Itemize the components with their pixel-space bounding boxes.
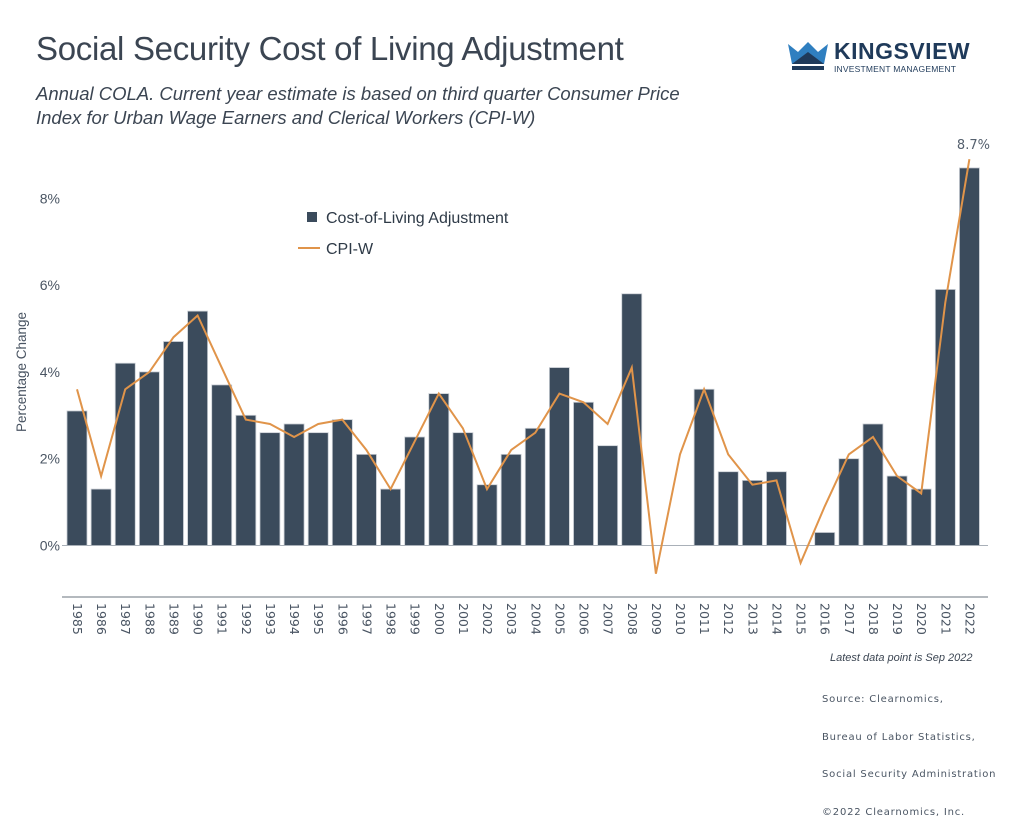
cola-chart: 0%2%4%6%8% Percentage Change 1985 1986 198… <box>14 138 990 635</box>
legend: Cost-of-Living Adjustment CPI-W <box>298 210 509 258</box>
x-tick-label: 2010 <box>673 603 688 635</box>
source-line-4: ©2022 Clearnomics, Inc. <box>822 806 966 818</box>
x-tick-label: 2005 <box>552 603 567 635</box>
x-tick-label: 2019 <box>890 603 905 635</box>
bar-2003 <box>500 453 522 546</box>
cola-bars <box>66 167 980 546</box>
bar-1996 <box>331 419 353 546</box>
chart-title: Social Security Cost of Living Adjustmen… <box>36 30 624 67</box>
y-tick-label: 2% <box>40 451 60 467</box>
x-tick-label: 2007 <box>601 603 616 635</box>
x-tick-label: 2022 <box>962 603 977 635</box>
chart-subtitle: Annual COLA. Current year estimate is ba… <box>36 82 776 130</box>
legend-swatch-cola <box>307 212 317 222</box>
x-tick-label: 1999 <box>408 603 423 635</box>
x-tick-label: 1995 <box>311 603 326 635</box>
x-tick-label: 2009 <box>649 603 664 635</box>
logo-name: KINGSVIEW <box>834 38 971 64</box>
x-tick-label: 2006 <box>577 603 592 635</box>
x-tick-label: 2008 <box>625 603 640 635</box>
x-tick-label: 1992 <box>239 603 254 635</box>
bar-2011 <box>693 388 715 546</box>
cpi-w-line <box>76 159 971 574</box>
subtitle-line-2: Index for Urban Wage Earners and Clerica… <box>36 107 536 128</box>
x-tick-label: 2003 <box>504 603 519 635</box>
bar-1991 <box>211 384 233 546</box>
bar-2013 <box>741 479 763 546</box>
x-tick-label: 2013 <box>745 603 760 635</box>
bar-1993 <box>259 432 281 546</box>
latest-data-note: Latest data point is Sep 2022 <box>830 652 973 664</box>
annotation-latest-value: 8.7% <box>957 138 990 153</box>
x-tick-label: 2002 <box>480 603 495 635</box>
bar-2019 <box>886 475 908 546</box>
x-tick-label: 1987 <box>118 603 133 635</box>
source-line-1: Source: Clearnomics, <box>822 694 944 705</box>
x-tick-label: 1997 <box>359 603 374 635</box>
kingsview-logo: KINGSVIEW INVESTMENT MANAGEMENT <box>788 38 988 78</box>
bar-1985 <box>66 410 88 546</box>
x-tick-label: 1988 <box>142 603 157 635</box>
x-axis: 1985 1986 1987 1988 1989 1990 1991 1992 1993 1994… <box>70 603 977 635</box>
bar-2007 <box>597 445 619 546</box>
x-tick-label: 1994 <box>287 603 302 635</box>
bar-2002 <box>476 484 498 546</box>
x-tick-label: 1985 <box>70 603 85 635</box>
bar-1992 <box>235 414 257 546</box>
x-tick-label: 2011 <box>697 603 712 635</box>
bar-2012 <box>717 471 739 546</box>
x-tick-label: 1989 <box>166 603 181 635</box>
x-tick-label: 2001 <box>456 603 471 635</box>
y-axis-label: Percentage Change <box>14 312 29 432</box>
y-tick-label: 0% <box>40 538 60 554</box>
bar-1986 <box>90 488 112 546</box>
x-tick-label: 2016 <box>818 603 833 635</box>
bar-2016 <box>814 532 836 546</box>
x-tick-label: 2000 <box>432 603 447 635</box>
bar-1990 <box>187 310 209 546</box>
bar-2000 <box>428 393 450 546</box>
bar-2001 <box>452 432 474 546</box>
bar-2020 <box>910 488 932 546</box>
bar-2004 <box>524 427 546 546</box>
x-tick-label: 2012 <box>721 603 736 635</box>
bar-1995 <box>307 432 329 546</box>
x-tick-label: 1986 <box>94 603 109 635</box>
x-tick-label: 2014 <box>769 603 784 635</box>
bar-1988 <box>138 371 160 546</box>
source-line-2: Bureau of Labor Statistics, <box>822 731 976 743</box>
x-tick-label: 2017 <box>842 603 857 635</box>
bar-1998 <box>380 488 401 546</box>
bar-1989 <box>163 341 184 546</box>
crown-icon <box>788 42 828 70</box>
legend-label-cpi: CPI-W <box>326 241 374 258</box>
bar-2021 <box>934 289 956 546</box>
x-tick-label: 1993 <box>263 603 278 635</box>
x-tick-label: 1996 <box>335 603 350 635</box>
x-tick-label: 1998 <box>384 603 399 635</box>
source-line-3: Social Security Administration <box>822 769 997 780</box>
bar-1994 <box>283 423 305 546</box>
logo-tagline: INVESTMENT MANAGEMENT <box>834 64 957 74</box>
x-tick-label: 2020 <box>914 603 929 635</box>
x-tick-label: 1991 <box>215 603 230 635</box>
bar-2022 <box>959 167 980 546</box>
y-tick-label: 6% <box>40 277 60 293</box>
x-tick-label: 1990 <box>191 603 206 635</box>
x-tick-label: 2018 <box>866 603 881 635</box>
x-tick-label: 2021 <box>938 603 953 635</box>
x-tick-label: 2015 <box>794 603 809 635</box>
y-tick-label: 4% <box>40 364 60 380</box>
bar-1997 <box>356 453 377 546</box>
bar-2006 <box>573 401 594 546</box>
legend-label-cola: Cost-of-Living Adjustment <box>326 210 509 227</box>
y-tick-label: 8% <box>40 190 60 206</box>
y-axis: 0% 2% 4% 6% 8% <box>40 190 60 553</box>
x-tick-label: 2004 <box>528 603 543 635</box>
subtitle-line-1: Annual COLA. Current year estimate is ba… <box>36 83 680 104</box>
source-text: Source: Clearnomics, Bureau of Labor Sta… <box>822 669 996 832</box>
